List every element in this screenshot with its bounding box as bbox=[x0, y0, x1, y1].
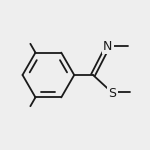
Text: S: S bbox=[109, 87, 117, 99]
Text: N: N bbox=[103, 40, 113, 52]
